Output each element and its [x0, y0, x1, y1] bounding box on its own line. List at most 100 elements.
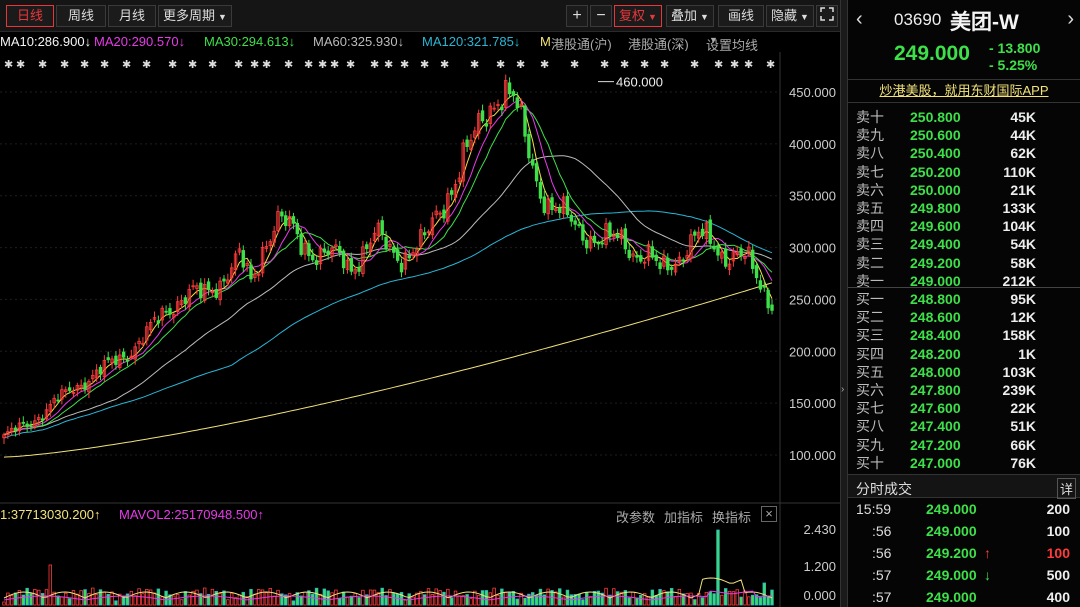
order-level-label: 买三	[856, 327, 884, 344]
order-book-row[interactable]: 买四 248.200 1K	[848, 345, 1080, 363]
tick-time: 15:59	[856, 501, 892, 517]
candle-body	[658, 262, 662, 269]
candle-body	[384, 236, 388, 250]
candle-body	[596, 242, 601, 245]
kline-chart[interactable]: ✱ ✱ ✱ ✱ ✱ ✱ ✱ ✱ ✱ ✱ ✱ ✱ ✱ ✱ ✱ ✱ ✱ ✱ ✱ ✱ ✱ ✱ ✱ ✱ ✱ ✱ ✱ ✱ ✱ ✱ ✱ ✱ ✱ ✱ ✱ ✱ ✱ ✱ 45…	[0, 52, 840, 607]
candle-body	[496, 104, 500, 106]
volume-bar	[685, 593, 689, 606]
volume-bar	[588, 596, 593, 606]
order-volume: 212K	[1002, 272, 1036, 289]
order-book-row[interactable]: 卖四 249.600 104K	[848, 217, 1080, 235]
tick-direction-icon: ↓	[984, 567, 991, 583]
news-marker-icon: ✱	[234, 59, 243, 71]
order-book-row[interactable]: 买三 248.400 158K	[848, 326, 1080, 344]
order-book-row[interactable]: 买五 248.000 103K	[848, 363, 1080, 381]
volume-bar	[79, 590, 83, 606]
news-marker-icon: ✱	[744, 59, 753, 71]
order-book-row[interactable]: 买九 247.200 66K	[848, 436, 1080, 454]
more-periods-dropdown[interactable]: 更多周期 ▼	[158, 5, 232, 27]
tab-weekly[interactable]: 周线	[56, 5, 106, 27]
order-book-row[interactable]: 卖十 250.800 45K	[848, 108, 1080, 126]
volume-bar	[33, 589, 37, 606]
draw-line-button[interactable]: 画线	[718, 5, 764, 27]
candle-body	[588, 236, 593, 249]
candle-body	[17, 422, 22, 432]
volume-bar	[581, 599, 585, 606]
switch-indicator-button[interactable]: 换指标	[712, 510, 752, 525]
order-book-row[interactable]: 买一 248.800 95K	[848, 290, 1080, 308]
volume-bar	[392, 592, 396, 606]
ma250-value: M	[540, 34, 551, 49]
promo-link[interactable]: 炒港美股，就用东财国际APP	[848, 81, 1080, 103]
volume-bar	[480, 590, 485, 606]
ma250-line	[3, 282, 773, 458]
order-level-label: 买二	[856, 309, 884, 326]
volume-bar	[500, 588, 504, 606]
edit-params-button[interactable]: 改参数	[616, 510, 656, 525]
order-book-row[interactable]: 卖九 250.600 44K	[848, 126, 1080, 144]
next-stock-button[interactable]: ›	[1067, 8, 1074, 30]
candle-body	[639, 255, 643, 262]
order-price: 250.600	[910, 127, 961, 144]
ticks-detail-button[interactable]: 详	[1056, 478, 1076, 499]
order-book-row[interactable]: 卖七 250.200 110K	[848, 163, 1080, 181]
hk-connect-sz-link[interactable]: 港股通(深)	[628, 37, 689, 51]
order-book-row[interactable]: 卖五 249.800 133K	[848, 199, 1080, 217]
order-book-row[interactable]: 卖一 249.000 212K	[848, 272, 1080, 290]
order-level-label: 买七	[856, 400, 884, 417]
volume-bar	[635, 597, 639, 606]
order-book-row[interactable]: 卖六 250.000 21K	[848, 181, 1080, 199]
add-indicator-button[interactable]: 加指标	[664, 510, 704, 525]
news-marker-icon: ✱	[250, 59, 259, 71]
candle-body	[727, 263, 732, 270]
order-book-row[interactable]: 买七 247.600 22K	[848, 399, 1080, 417]
tab-daily[interactable]: 日线	[6, 5, 54, 27]
order-level-label: 买九	[856, 436, 884, 453]
zoom-out-button[interactable]: −	[590, 5, 612, 27]
volume-bar	[264, 592, 269, 606]
prev-stock-button[interactable]: ‹	[856, 8, 863, 30]
adjust-dropdown[interactable]: 复权 ▼	[614, 5, 662, 27]
volume-bar	[295, 592, 300, 606]
volume-bar	[106, 594, 110, 606]
candle-body	[284, 215, 288, 226]
order-book-row[interactable]: 买十 247.000 76K	[848, 454, 1080, 472]
volume-bar	[639, 594, 643, 606]
news-marker-icon: ✱	[346, 59, 355, 71]
candle-body	[635, 255, 639, 258]
candle-body	[415, 248, 419, 257]
zoom-in-button[interactable]: +	[566, 5, 588, 27]
order-book-row[interactable]: 卖二 249.200 58K	[848, 254, 1080, 272]
close-indicator-button[interactable]: ×	[761, 506, 777, 522]
tab-monthly[interactable]: 月线	[108, 5, 156, 27]
order-price: 249.200	[910, 254, 961, 271]
candle-body	[577, 224, 581, 226]
overlay-dropdown[interactable]: 叠加 ▼	[666, 5, 714, 27]
volume-bar	[133, 595, 137, 606]
price-axis-label: 400.000	[789, 137, 836, 152]
order-book-row[interactable]: 卖三 249.400 54K	[848, 235, 1080, 253]
order-book-row[interactable]: 买六 247.800 239K	[848, 381, 1080, 399]
candle-body	[268, 241, 272, 247]
volume-bar	[766, 595, 770, 606]
ma20-line	[3, 99, 773, 436]
order-level-label: 买四	[856, 345, 884, 362]
volume-bar	[704, 591, 709, 606]
candle-body	[511, 91, 516, 97]
order-book-row[interactable]: 买八 247.400 51K	[848, 417, 1080, 435]
volume-bar	[519, 592, 523, 606]
hk-connect-sh-link[interactable]: 港股通(沪)	[551, 37, 612, 51]
order-book-row[interactable]: 买二 248.600 12K	[848, 308, 1080, 326]
tick-volume: 200	[1046, 501, 1070, 517]
tick-price: 249.000	[926, 567, 977, 583]
candle-body	[341, 250, 346, 269]
candle-body	[446, 193, 450, 222]
candle-body	[473, 130, 477, 138]
hide-dropdown[interactable]: 隐藏 ▼	[766, 5, 814, 27]
panel-splitter[interactable]: ›	[840, 0, 848, 607]
order-book-row[interactable]: 卖八 250.400 62K	[848, 144, 1080, 162]
chevron-down-icon: ▼	[648, 12, 657, 22]
fullscreen-button[interactable]	[816, 5, 838, 27]
volume-bar	[747, 596, 751, 606]
candle-body	[476, 113, 481, 135]
